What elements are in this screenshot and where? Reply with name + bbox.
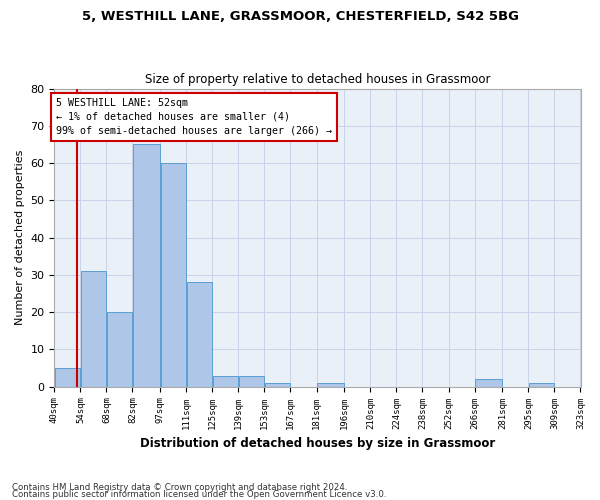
Bar — [81, 271, 106, 386]
Bar — [55, 368, 80, 386]
Bar — [133, 144, 160, 386]
Bar — [317, 383, 344, 386]
Bar — [187, 282, 212, 387]
Title: Size of property relative to detached houses in Grassmoor: Size of property relative to detached ho… — [145, 73, 490, 86]
Bar — [212, 376, 238, 386]
Bar — [475, 379, 502, 386]
Bar — [265, 383, 290, 386]
Text: 5, WESTHILL LANE, GRASSMOOR, CHESTERFIELD, S42 5BG: 5, WESTHILL LANE, GRASSMOOR, CHESTERFIEL… — [82, 10, 518, 23]
Bar — [529, 383, 554, 386]
Bar — [161, 163, 186, 386]
Y-axis label: Number of detached properties: Number of detached properties — [15, 150, 25, 326]
Text: 5 WESTHILL LANE: 52sqm
← 1% of detached houses are smaller (4)
99% of semi-detac: 5 WESTHILL LANE: 52sqm ← 1% of detached … — [56, 98, 332, 136]
Text: Contains HM Land Registry data © Crown copyright and database right 2024.: Contains HM Land Registry data © Crown c… — [12, 484, 347, 492]
Bar — [239, 376, 264, 386]
Text: Contains public sector information licensed under the Open Government Licence v3: Contains public sector information licen… — [12, 490, 386, 499]
X-axis label: Distribution of detached houses by size in Grassmoor: Distribution of detached houses by size … — [140, 437, 495, 450]
Bar — [107, 312, 132, 386]
